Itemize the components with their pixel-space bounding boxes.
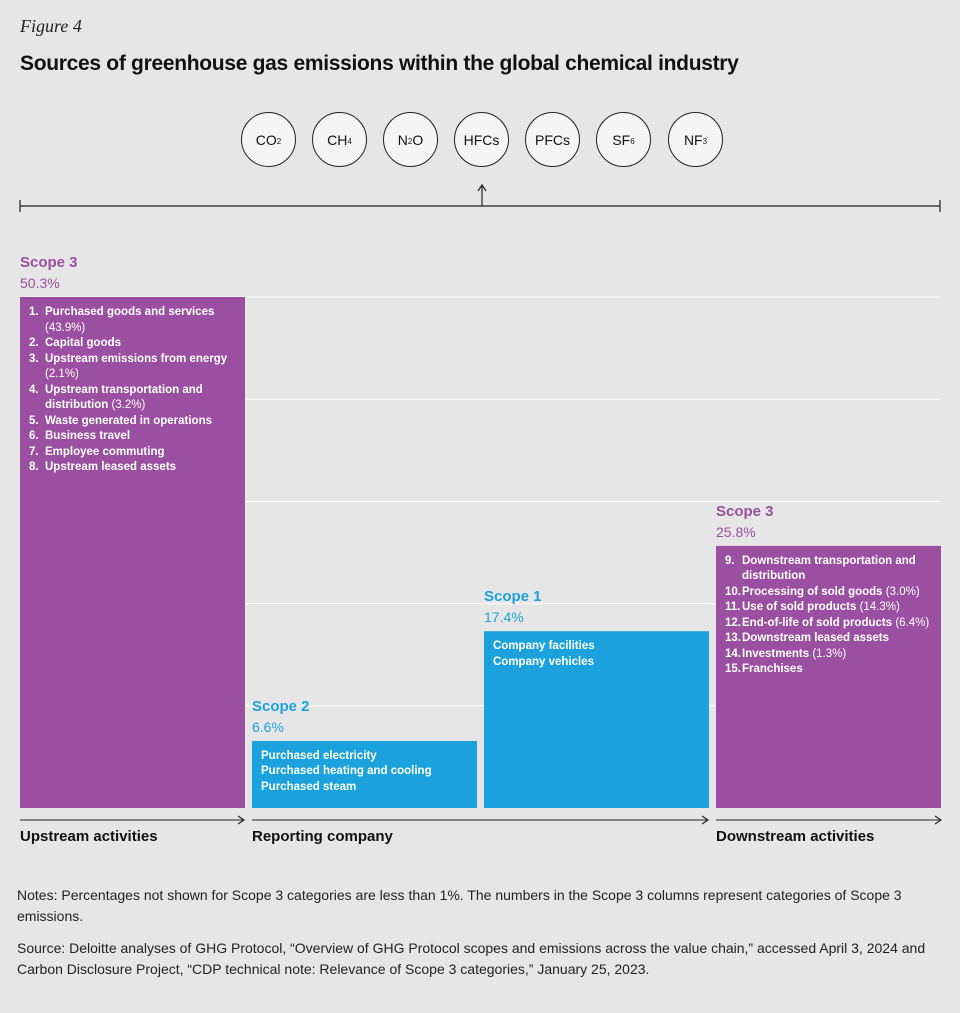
category-number: 13.: [725, 632, 741, 645]
scope-percent: 25.8%: [716, 523, 756, 540]
axis-group-reporting: Reporting company: [252, 828, 393, 845]
scope-label: Scope 1: [484, 588, 542, 606]
category-text: Waste generated in operations: [45, 414, 212, 427]
category-item: 14. Investments (1.3%): [725, 647, 936, 663]
category-text: Purchased heating and cooling: [261, 765, 432, 778]
category-share: (6.4%): [895, 616, 930, 629]
category-item: 3. Upstream emissions from energy (2.1%): [29, 352, 240, 383]
category-item: 1. Purchased goods and services (43.9%): [29, 305, 240, 336]
category-text: Upstream leased assets: [45, 461, 177, 473]
axis-upstream-arrow: [237, 815, 245, 825]
category-number: 12.: [725, 616, 741, 629]
gas-circle-nf: NF 3: [668, 112, 723, 167]
category-number: 14.: [725, 647, 741, 660]
category-item: 8. Upstream leased assets: [29, 460, 240, 476]
category-share: (3.0%): [885, 585, 920, 598]
chart-canvas: [19, 183, 942, 825]
category-item: Company facilities: [493, 639, 704, 655]
scope-percent: 50.3%: [20, 275, 60, 291]
scope-category-list: Purchased electricity Purchased heating a…: [261, 749, 472, 796]
category-share: (14.3%): [859, 601, 900, 614]
category-number: 11.: [725, 601, 741, 614]
gas-circle-co: CO 2: [241, 112, 296, 167]
category-number: 8.: [29, 461, 39, 473]
category-item: 2. Capital goods: [29, 336, 240, 352]
category-text: Downstream transportation and distributi…: [742, 554, 916, 583]
category-text: Processing of sold goods: [742, 585, 883, 598]
greenhouse-gas-row: CO 2 CH 4 N 2 O HFCs PFCs SF 6 NF 3: [0, 112, 960, 172]
category-item: Purchased heating and cooling: [261, 764, 472, 780]
scope-label: Scope 3: [20, 254, 78, 271]
scope-percent: 17.4%: [484, 609, 524, 626]
gas-circle-sf: SF 6: [596, 112, 651, 167]
axis-downstream-arrow: [934, 815, 942, 825]
category-text: Business travel: [45, 430, 131, 442]
category-item: Purchased steam: [261, 780, 472, 796]
category-text: Franchises: [742, 663, 803, 676]
category-item: 6. Business travel: [29, 429, 240, 445]
category-text: End-of-life of sold products: [742, 616, 893, 629]
scope-category-list: 9. Downstream transportation and distribu…: [725, 554, 936, 678]
category-share: (2.1%): [45, 368, 79, 380]
axis-group-upstream: Upstream activities: [20, 828, 158, 845]
category-share: (43.9%): [45, 321, 86, 334]
axis-reporting-arrow: [701, 815, 709, 825]
category-text: Employee commuting: [45, 445, 165, 458]
bar-scope-2: [252, 740, 477, 808]
category-text: Company facilities: [493, 640, 595, 653]
axis-group-downstream: Downstream activities: [716, 828, 875, 845]
category-item: 13. Downstream leased assets: [725, 631, 936, 647]
category-number: 3.: [29, 352, 39, 365]
scope-category-list: Company facilities Company vehicles: [493, 639, 704, 670]
category-text: Investments: [742, 647, 810, 660]
category-item: 7. Employee commuting: [29, 445, 240, 461]
category-number: 2.: [29, 337, 39, 349]
category-item: 9. Downstream transportation and distribu…: [725, 554, 936, 585]
category-number: 15.: [725, 663, 741, 676]
scope-label: Scope 2: [252, 697, 310, 715]
category-item: 15. Franchises: [725, 662, 936, 678]
category-text: Capital goods: [45, 337, 122, 349]
category-text: Purchased steam: [261, 780, 357, 793]
category-text: Downstream leased assets: [742, 632, 890, 645]
category-number: 6.: [29, 430, 39, 442]
category-item: 10. Processing of sold goods (3.0%): [725, 585, 936, 601]
category-text: Purchased goods and services: [45, 306, 215, 318]
scope-category-list: 1. Purchased goods and services (43.9%) 2.…: [29, 305, 240, 476]
bar-scope-1: [20, 297, 245, 808]
category-text: Upstream emissions from energy: [45, 352, 228, 365]
category-text: Purchased electricity: [261, 749, 377, 762]
gas-circle-hfcs: HFCs: [454, 112, 509, 167]
category-number: 4.: [29, 383, 39, 396]
scope-label: Scope 3: [716, 502, 774, 520]
bar-scope-4: [716, 545, 941, 808]
category-share: (3.2%): [111, 399, 146, 411]
category-text: Use of sold products: [742, 601, 857, 614]
category-number: 7.: [29, 445, 39, 458]
chart-notes: Notes: Percentages not shown for Scope 3…: [17, 887, 902, 924]
scope-percent: 6.6%: [252, 718, 284, 735]
category-number: 5.: [29, 414, 39, 427]
category-item: 4. Upstream transportation and distributi…: [29, 383, 240, 414]
figure-label: Figure 4: [20, 16, 82, 36]
category-item: 11. Use of sold products (14.3%): [725, 600, 936, 616]
category-item: Company vehicles: [493, 655, 704, 671]
category-number: 10.: [725, 585, 741, 598]
category-number: 9.: [725, 554, 735, 567]
bar-scope-3: [484, 631, 709, 808]
chart-title: Sources of greenhouse gas emissions with…: [20, 52, 739, 75]
category-item: 12. End-of-life of sold products (6.4%): [725, 616, 936, 632]
category-text: Upstream transportation and distribution: [45, 383, 203, 412]
gas-pointer-arrowhead: [477, 183, 487, 192]
category-item: Purchased electricity: [261, 749, 472, 765]
gas-circle-ch: CH 4: [312, 112, 367, 167]
category-item: 5. Waste generated in operations: [29, 414, 240, 430]
category-number: 1.: [29, 306, 39, 318]
category-text: Company vehicles: [493, 655, 594, 668]
gas-circle-pfcs: PFCs: [525, 112, 580, 167]
chart-source: Source: Deloitte analyses of GHG Protoco…: [17, 940, 926, 977]
category-share: (1.3%): [812, 647, 847, 660]
